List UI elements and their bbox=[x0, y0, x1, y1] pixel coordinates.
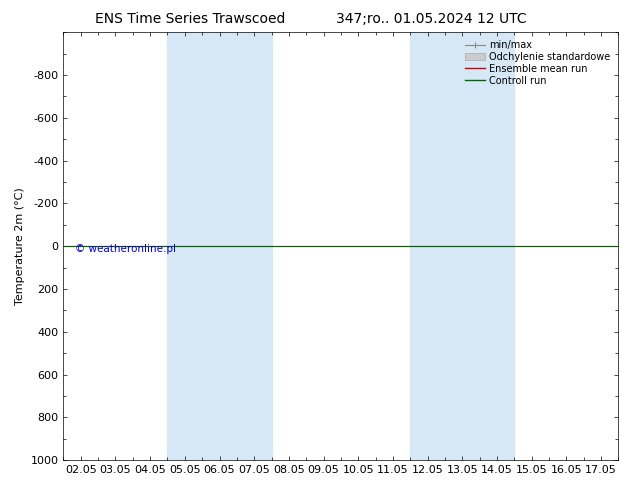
Text: 347;ro.. 01.05.2024 12 UTC: 347;ro.. 01.05.2024 12 UTC bbox=[336, 12, 526, 26]
Legend: min/max, Odchylenie standardowe, Ensemble mean run, Controll run: min/max, Odchylenie standardowe, Ensembl… bbox=[462, 37, 614, 89]
Text: ENS Time Series Trawscoed: ENS Time Series Trawscoed bbox=[95, 12, 285, 26]
Bar bbox=[167, 32, 271, 460]
Y-axis label: Temperature 2m (°C): Temperature 2m (°C) bbox=[15, 187, 25, 305]
Text: © weatheronline.pl: © weatheronline.pl bbox=[75, 244, 176, 254]
Bar bbox=[410, 32, 514, 460]
